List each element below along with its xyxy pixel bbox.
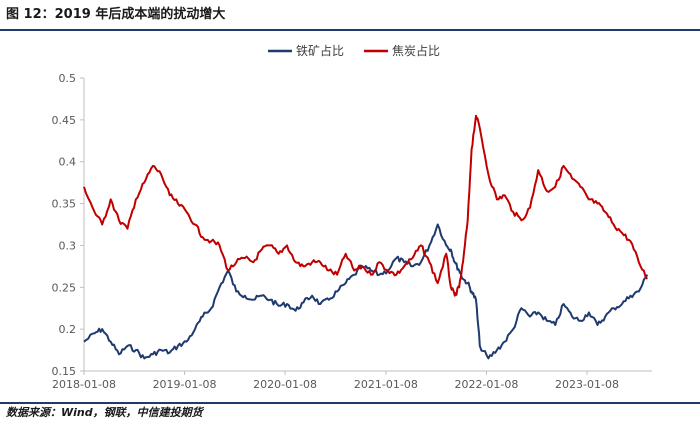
line-chart: 0.150.20.250.30.350.40.450.5 2018-01-08 2… (52, 43, 652, 391)
y-tick-label: 0.45 (52, 114, 77, 127)
source-note: 数据来源：Wind，钢联，中信建投期货 (6, 406, 203, 419)
x-tick-label: 2020-01-08 (253, 378, 317, 391)
x-axis: 2018-01-08 2019-01-08 2020-01-08 2021-01-08… (52, 370, 652, 391)
y-tick-label: 0.2 (59, 323, 77, 336)
series-layer (83, 114, 649, 360)
y-tick-label: 0.5 (59, 72, 77, 85)
source-rule (0, 402, 700, 404)
y-tick-label: 0.15 (52, 365, 77, 378)
figure-title: 图 12：2019 年后成本端的扰动增大 (6, 7, 226, 22)
title-rule (0, 29, 700, 31)
x-tick-label: 2023-01-08 (555, 378, 619, 391)
x-tick-label: 2022-01-08 (454, 378, 518, 391)
legend-label: 铁矿占比 (296, 43, 344, 58)
series-line-iron-ore (83, 223, 649, 360)
y-tick-label: 0.25 (52, 281, 77, 294)
legend: 铁矿占比 焦炭占比 (268, 43, 440, 58)
legend-label: 焦炭占比 (392, 43, 440, 58)
x-tick-label: 2019-01-08 (153, 378, 217, 391)
y-axis: 0.15 0.2 0.25 0.3 0.35 0.4 0.45 0.5 (52, 72, 85, 378)
y-tick-label: 0.3 (59, 239, 77, 252)
series-line-coke (83, 114, 649, 297)
x-tick-label: 2021-01-08 (354, 378, 418, 391)
y-tick-label: 0.4 (59, 156, 77, 169)
y-tick-label: 0.35 (52, 198, 77, 211)
x-tick-label: 2018-01-08 (52, 378, 116, 391)
